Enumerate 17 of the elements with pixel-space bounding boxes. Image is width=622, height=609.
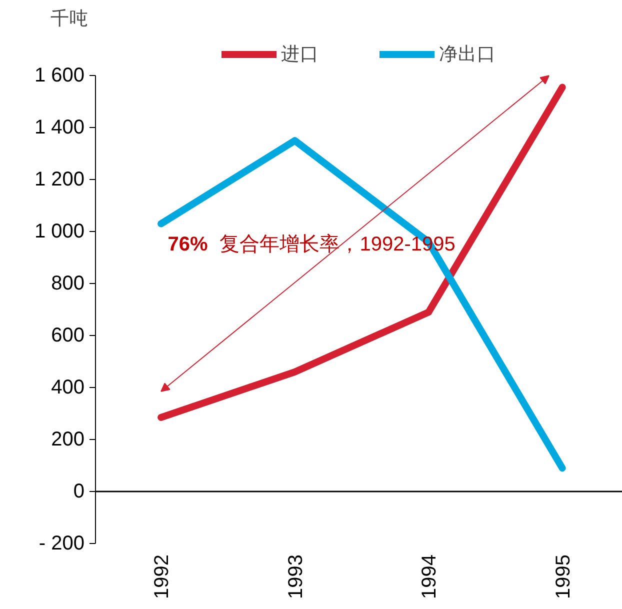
y-axis-title: 千吨: [50, 8, 88, 28]
y-tick-label: 1 200: [34, 168, 85, 191]
y-tick-label: 1 600: [34, 64, 85, 87]
y-tick-label: 1 400: [34, 116, 85, 139]
legend-label: 进口: [281, 42, 319, 66]
y-tick-label: 1 000: [34, 220, 85, 243]
y-tick-label: 200: [51, 428, 85, 451]
y-tick-label: 0: [73, 480, 84, 503]
legend-label: 净出口: [439, 42, 496, 66]
y-tick-label: 400: [51, 376, 85, 399]
y-tick-label: 800: [51, 272, 85, 295]
x-tick-label: 1992: [151, 554, 174, 599]
y-tick-label: 600: [51, 324, 85, 347]
x-tick-label: 1995: [552, 554, 574, 599]
y-tick-label: - 200: [38, 532, 85, 554]
x-tick-label: 1993: [284, 554, 307, 599]
x-tick-label: 1994: [418, 554, 441, 599]
